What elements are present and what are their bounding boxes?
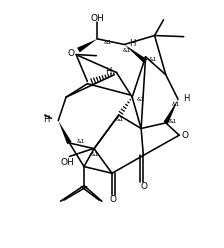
Text: OH: OH xyxy=(90,14,104,23)
Text: &1: &1 xyxy=(77,139,85,144)
Text: H: H xyxy=(106,67,112,76)
Text: &1: &1 xyxy=(172,102,180,107)
Text: &1: &1 xyxy=(168,119,177,124)
Text: &1: &1 xyxy=(91,152,99,157)
Polygon shape xyxy=(58,121,72,144)
Text: O: O xyxy=(181,131,188,140)
Text: O: O xyxy=(68,49,75,58)
Polygon shape xyxy=(77,39,97,52)
Text: &1: &1 xyxy=(116,117,124,122)
Text: &1: &1 xyxy=(137,97,145,102)
Text: H: H xyxy=(43,115,49,124)
Text: OH: OH xyxy=(60,157,74,167)
Text: &1: &1 xyxy=(103,40,112,45)
Polygon shape xyxy=(124,44,147,63)
Text: H: H xyxy=(183,94,189,103)
Text: &1: &1 xyxy=(148,57,156,62)
Text: H: H xyxy=(129,39,135,48)
Text: &1: &1 xyxy=(123,48,131,53)
Text: O: O xyxy=(110,194,117,204)
Polygon shape xyxy=(164,99,178,124)
Text: O: O xyxy=(141,182,148,191)
